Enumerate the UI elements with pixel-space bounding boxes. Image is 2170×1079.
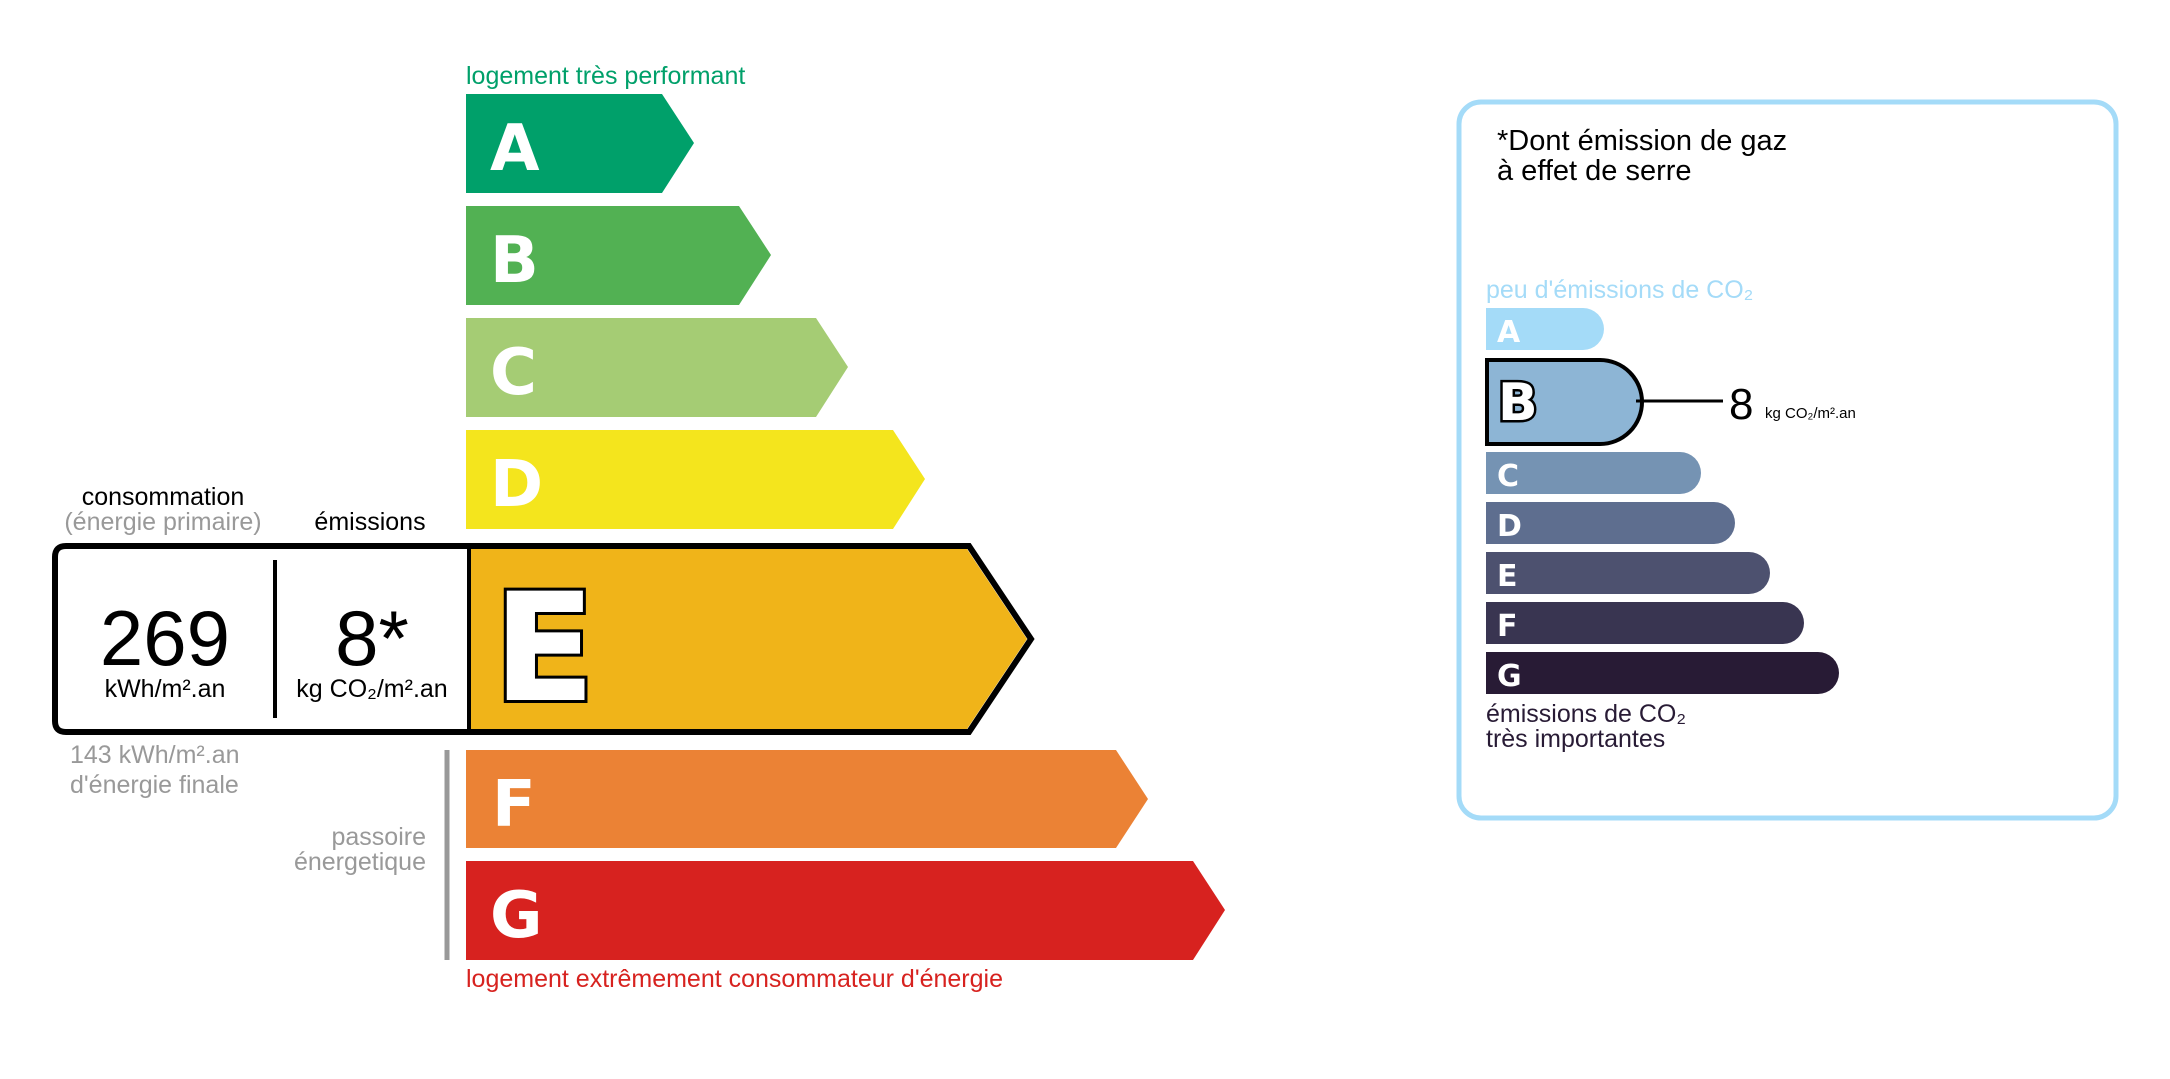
ges-bar-B: B xyxy=(1485,358,1644,446)
passoire-label-2: énergetique xyxy=(294,848,426,876)
svg-text:F: F xyxy=(492,768,536,842)
ges-unit: kg CO₂/m².an xyxy=(1765,405,1856,422)
svg-text:A: A xyxy=(1497,315,1521,350)
passoire-label-1: passoire xyxy=(332,823,427,851)
ges-top-label: peu d'émissions de CO₂ xyxy=(1486,276,1753,304)
svg-text:D: D xyxy=(1497,509,1522,544)
ges-panel: *Dont émission de gaz à effet de serre p… xyxy=(1456,99,2119,821)
energy-bar-F: F xyxy=(466,750,1148,848)
ges-bar-G: G xyxy=(1486,652,1839,694)
ges-bar-D: D xyxy=(1486,502,1735,544)
svg-text:F: F xyxy=(1497,609,1518,644)
emissions-unit: kg CO₂/m².an xyxy=(296,675,447,703)
energy-bar-B: B xyxy=(466,206,771,305)
ges-bar-A: A xyxy=(1486,308,1604,350)
svg-text:E: E xyxy=(1497,559,1518,594)
svg-text:G: G xyxy=(1497,659,1522,694)
energy-bar-D: D xyxy=(466,430,925,529)
energy-bar-A: A xyxy=(466,94,694,193)
energy-bar-G: G xyxy=(466,861,1225,960)
ges-bottom-label-2: très importantes xyxy=(1486,725,1665,753)
consumption-value: 269 xyxy=(100,594,230,682)
svg-text:A: A xyxy=(490,112,540,186)
emissions-value: 8* xyxy=(335,594,409,682)
svg-text:G: G xyxy=(490,879,543,953)
consumption-sublabel: (énergie primaire) xyxy=(64,508,261,536)
ges-bar-C: C xyxy=(1486,452,1701,494)
svg-text:D: D xyxy=(490,448,543,522)
ges-bar-F: F xyxy=(1486,602,1804,644)
svg-text:C: C xyxy=(1497,459,1519,494)
ges-title-2: à effet de serre xyxy=(1497,155,1692,187)
final-energy-value: 143 kWh/m².an xyxy=(70,741,240,769)
consumption-label: consommation xyxy=(82,483,245,511)
ges-bottom-label-1: émissions de CO₂ xyxy=(1486,700,1686,728)
emissions-label: émissions xyxy=(314,508,425,536)
ges-bar-E: E xyxy=(1486,552,1770,594)
ges-title-1: *Dont émission de gaz xyxy=(1497,125,1787,157)
final-energy-label: d'énergie finale xyxy=(70,771,239,799)
current-class-box: E 269 kWh/m².an 8* kg CO₂/m².an xyxy=(52,543,1035,739)
current-class-letter: E xyxy=(493,562,595,736)
energy-bar-C: C xyxy=(466,318,848,417)
svg-text:B: B xyxy=(1498,373,1538,433)
bottom-label: logement extrêmement consommateur d'éner… xyxy=(466,965,1003,993)
svg-text:C: C xyxy=(490,336,537,410)
consumption-unit: kWh/m².an xyxy=(105,675,226,703)
svg-text:B: B xyxy=(490,224,539,298)
top-label: logement très performant xyxy=(466,62,745,90)
ges-value: 8 xyxy=(1729,380,1753,429)
